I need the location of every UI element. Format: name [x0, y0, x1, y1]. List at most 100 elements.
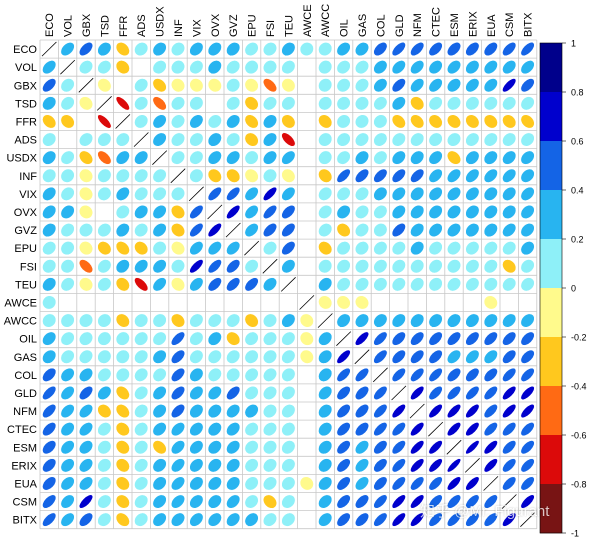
- correlation-ellipse: [60, 440, 75, 455]
- column-label: NFM: [412, 13, 424, 37]
- correlation-ellipse: [97, 385, 112, 400]
- correlation-ellipse: [483, 277, 498, 292]
- correlation-ellipse: [318, 440, 333, 455]
- correlation-ellipse: [281, 204, 296, 219]
- correlation-ellipse: [281, 476, 296, 491]
- correlation-ellipse: [336, 512, 351, 527]
- row-label: AWCE: [4, 297, 37, 309]
- correlation-ellipse: [299, 476, 314, 491]
- correlation-ellipse: [171, 259, 185, 274]
- correlation-ellipse: [226, 96, 241, 111]
- correlation-ellipse: [465, 78, 480, 93]
- diagonal-mark: [354, 349, 370, 365]
- correlation-ellipse: [355, 60, 369, 75]
- correlation-ellipse: [336, 494, 351, 509]
- correlation-ellipse: [134, 440, 149, 455]
- correlation-ellipse: [520, 494, 535, 509]
- correlation-ellipse: [60, 259, 75, 274]
- correlation-ellipse: [97, 150, 112, 165]
- correlation-ellipse: [171, 186, 185, 201]
- correlation-ellipse: [428, 96, 443, 111]
- correlation-ellipse: [226, 458, 241, 473]
- correlation-ellipse: [410, 96, 425, 111]
- row-label: GAS: [14, 352, 37, 364]
- correlation-ellipse: [42, 295, 57, 310]
- correlation-ellipse: [60, 313, 75, 328]
- correlation-ellipse: [520, 78, 535, 93]
- correlation-ellipse: [373, 512, 388, 527]
- column-label: CSM: [504, 13, 516, 37]
- correlation-ellipse: [244, 404, 259, 419]
- correlation-ellipse: [152, 223, 167, 238]
- correlation-ellipse: [465, 42, 480, 57]
- correlation-ellipse: [263, 168, 277, 183]
- correlation-ellipse: [97, 259, 112, 274]
- correlation-ellipse: [502, 313, 517, 328]
- correlation-ellipse: [281, 458, 296, 473]
- correlation-ellipse: [447, 204, 461, 219]
- correlation-ellipse: [336, 349, 351, 364]
- colorbar-segment: [540, 484, 562, 534]
- correlation-ellipse: [244, 204, 259, 219]
- correlation-ellipse: [428, 186, 443, 201]
- correlation-ellipse: [42, 259, 57, 274]
- correlation-ellipse: [244, 277, 259, 292]
- correlation-ellipse: [373, 114, 388, 129]
- correlation-ellipse: [115, 277, 130, 292]
- column-label: VIX: [191, 19, 203, 37]
- row-label: ADS: [14, 135, 37, 147]
- correlation-ellipse: [336, 223, 351, 238]
- correlation-ellipse: [299, 349, 314, 364]
- correlation-ellipse: [281, 132, 296, 147]
- correlation-ellipse: [465, 223, 480, 238]
- column-label: BITX: [523, 12, 535, 37]
- correlation-ellipse: [263, 404, 277, 419]
- correlation-ellipse: [520, 476, 535, 491]
- correlation-ellipse: [483, 404, 498, 419]
- correlation-ellipse: [134, 349, 149, 364]
- correlation-ellipse: [79, 349, 93, 364]
- correlation-ellipse: [207, 60, 222, 75]
- correlation-ellipse: [483, 440, 498, 455]
- correlation-ellipse: [520, 277, 535, 292]
- correlation-ellipse: [391, 367, 406, 382]
- correlation-ellipse: [244, 78, 259, 93]
- correlation-ellipse: [520, 96, 535, 111]
- correlation-ellipse: [502, 132, 517, 147]
- correlation-ellipse: [207, 42, 222, 57]
- correlation-ellipse: [410, 313, 425, 328]
- correlation-ellipse: [79, 494, 93, 509]
- correlation-ellipse: [391, 60, 406, 75]
- correlation-ellipse: [410, 349, 425, 364]
- correlation-ellipse: [428, 512, 443, 527]
- correlation-ellipse: [263, 440, 277, 455]
- correlation-ellipse: [465, 349, 480, 364]
- correlation-ellipse: [428, 42, 443, 57]
- correlation-ellipse: [465, 404, 480, 419]
- colorbar-tick-label: 0: [571, 284, 576, 294]
- correlation-ellipse: [97, 78, 112, 93]
- correlation-ellipse: [97, 277, 112, 292]
- correlation-ellipse: [207, 422, 222, 437]
- correlation-ellipse: [244, 114, 259, 129]
- correlation-ellipse: [189, 132, 204, 147]
- correlation-ellipse: [373, 223, 388, 238]
- correlation-ellipse: [318, 458, 333, 473]
- correlation-ellipse: [318, 277, 333, 292]
- correlation-ellipse: [60, 186, 75, 201]
- correlation-ellipse: [447, 132, 461, 147]
- correlation-ellipse: [115, 349, 130, 364]
- correlation-ellipse: [152, 241, 167, 256]
- correlation-ellipse: [428, 114, 443, 129]
- correlation-ellipse: [502, 385, 517, 400]
- correlation-ellipse: [42, 60, 57, 75]
- correlation-ellipse: [318, 60, 333, 75]
- correlation-ellipse: [171, 349, 185, 364]
- correlation-ellipse: [97, 404, 112, 419]
- correlation-ellipse: [281, 223, 296, 238]
- correlation-ellipse: [42, 313, 57, 328]
- correlation-ellipse: [171, 313, 185, 328]
- correlation-ellipse: [189, 96, 204, 111]
- correlation-ellipse: [171, 367, 185, 382]
- column-label: GLD: [394, 14, 406, 37]
